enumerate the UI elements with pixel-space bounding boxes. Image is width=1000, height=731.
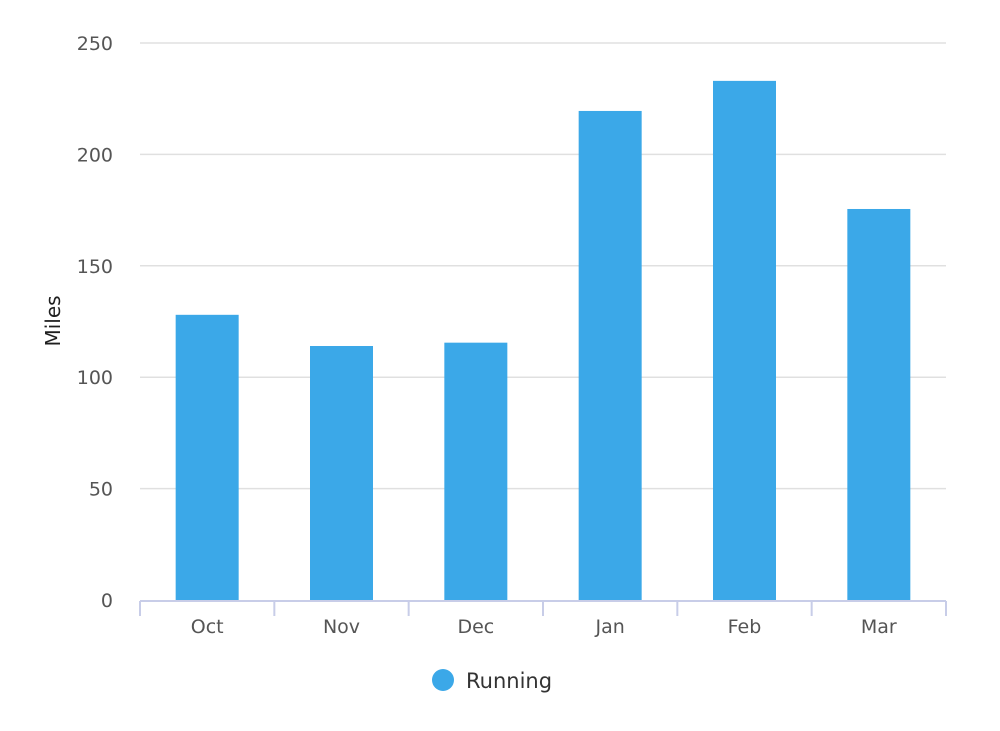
legend-label-running: Running bbox=[466, 669, 552, 693]
x-tick-label-jan: Jan bbox=[595, 616, 625, 638]
x-axis bbox=[139, 600, 947, 616]
y-tick-label: 50 bbox=[89, 479, 113, 501]
bar-feb[interactable] bbox=[713, 80, 776, 601]
bars bbox=[175, 80, 911, 601]
bar-dec[interactable] bbox=[444, 342, 508, 600]
bar-nov[interactable] bbox=[310, 346, 373, 600]
x-tick-label-feb: Feb bbox=[728, 616, 762, 638]
x-tick-label-mar: Mar bbox=[861, 616, 897, 638]
y-tick-label: 250 bbox=[77, 33, 113, 55]
y-tick-label: 200 bbox=[77, 144, 113, 166]
y-axis-title: Miles bbox=[41, 295, 65, 346]
x-tick-label-dec: Dec bbox=[457, 616, 494, 638]
y-tick-label: 0 bbox=[101, 590, 113, 612]
x-tick-label-oct: Oct bbox=[191, 616, 224, 638]
y-axis-ticks: 0 50 100 150 200 250 bbox=[77, 33, 113, 612]
bar-mar[interactable] bbox=[847, 208, 911, 600]
gridlines bbox=[140, 42, 946, 490]
y-tick-label: 150 bbox=[77, 256, 113, 278]
y-tick-label: 100 bbox=[77, 367, 113, 389]
x-axis-ticks: Oct Nov Dec Jan Feb Mar bbox=[191, 616, 897, 638]
bar-jan[interactable] bbox=[578, 110, 642, 600]
bar-oct[interactable] bbox=[175, 314, 239, 600]
legend-swatch-running bbox=[432, 669, 454, 691]
legend[interactable]: Running bbox=[432, 669, 552, 693]
x-tick-label-nov: Nov bbox=[323, 616, 360, 638]
